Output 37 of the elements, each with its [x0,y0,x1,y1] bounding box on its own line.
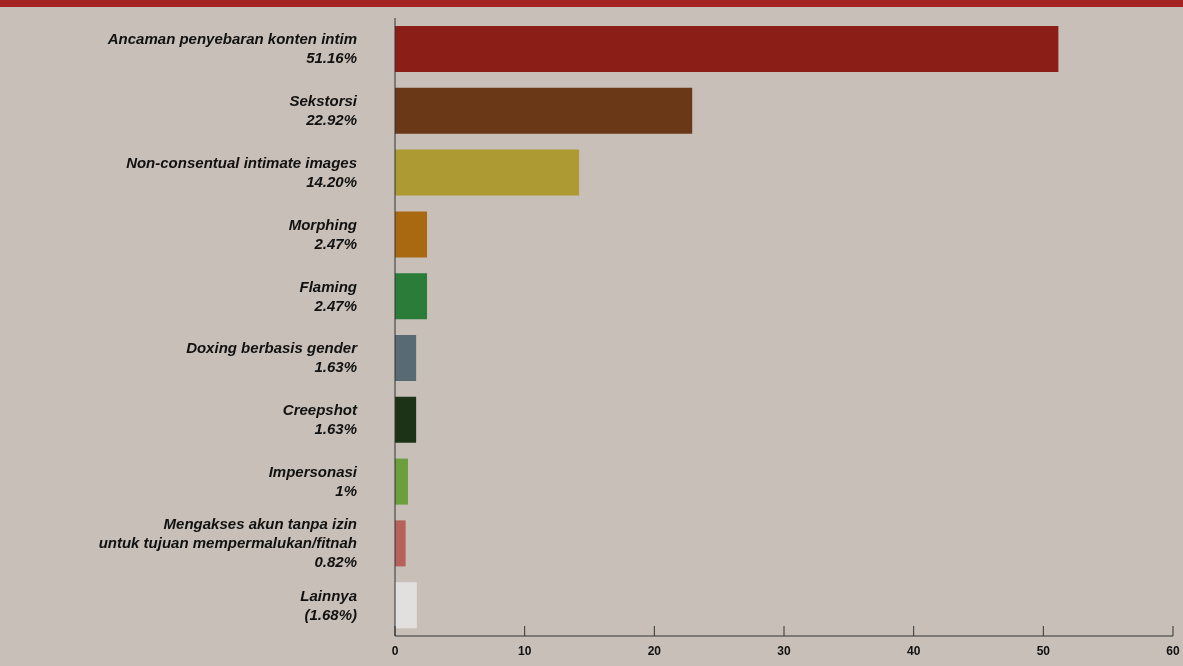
x-tick-label: 60 [1166,643,1180,658]
data-label: 2.47% [313,296,357,314]
x-tick-label: 10 [517,643,532,658]
bar [395,149,580,196]
data-label: 2.47% [313,234,357,252]
data-label: 0.82% [314,553,357,571]
bar [395,26,1059,72]
data-label: (1.68%) [304,605,357,623]
y-tick-label: Mengakses akun tanpa izin untuk tujuan mempermalukan/fitnah [98,515,357,552]
y-tick-label: Lainnya [300,586,357,604]
x-tick-label: 30 [777,643,791,658]
x-tick-label: 0 [391,643,399,658]
y-tick-label: Ancaman penyebaran konten intim [106,30,357,48]
y-tick-label: Creepshot [282,401,358,419]
bar [395,335,417,381]
bar [395,582,417,629]
y-tick-label: Non-consentual intimate images [126,154,357,171]
y-tick-label: Morphing [288,215,357,233]
data-label: 1.63% [314,358,357,376]
x-tick-label: 50 [1036,643,1051,658]
y-tick-label: Flaming [299,277,357,295]
x-tick-label: 40 [906,643,921,658]
x-tick-label: 20 [647,643,662,658]
y-tick-label: Doxing berbasis gender [186,339,359,357]
bar [395,458,408,505]
bar [395,520,406,567]
data-label: 14.20% [306,173,357,190]
data-label: 1.63% [314,420,357,438]
y-tick-label: Impersonasi [268,463,358,480]
y-tick-label: Sekstorsi [289,92,358,110]
bar [395,396,417,443]
bar [395,273,428,320]
data-label: 51.16% [306,49,357,67]
data-label: 1% [335,482,357,499]
bar [395,87,693,134]
bar [395,211,428,258]
data-label: 22.92% [305,111,357,129]
